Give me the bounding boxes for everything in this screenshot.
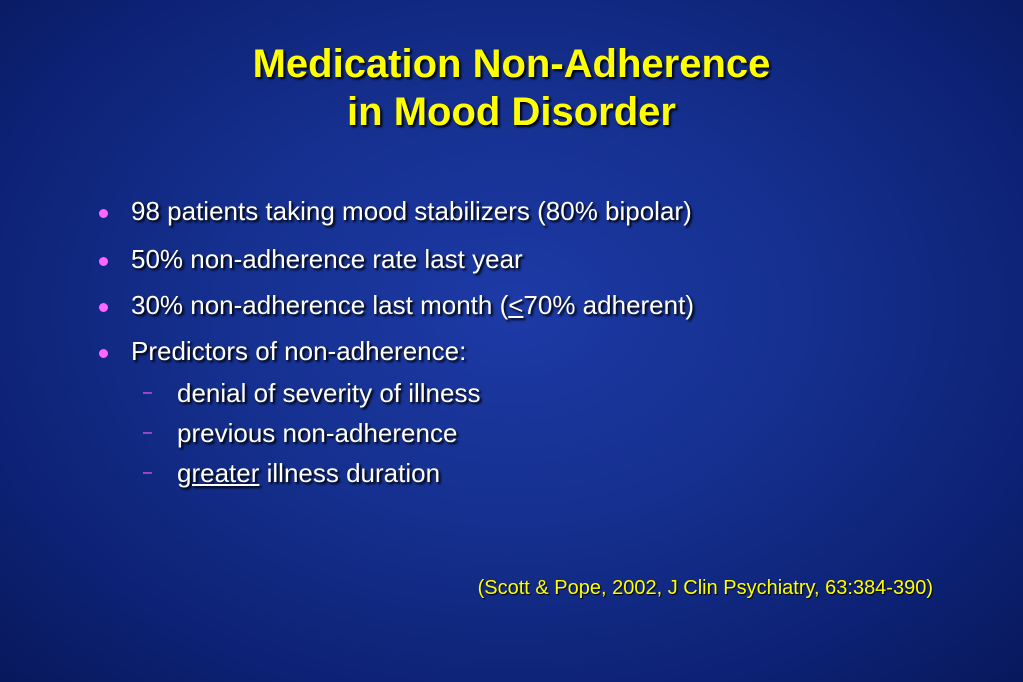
bullet-text: Predictors of non-adherence: (131, 336, 467, 366)
less-than-underlined: < (508, 290, 524, 320)
dash-icon: – (143, 464, 152, 481)
dash-icon: – (143, 424, 152, 441)
bullet-text: 98 patients taking mood stabilizers (80%… (131, 196, 692, 226)
bullet-text: 50% non-adherence rate last year (131, 244, 523, 274)
title-line-1: Medication Non-Adherence (252, 42, 771, 86)
bullet-dot-icon (99, 349, 108, 358)
bullet-text: 30% non-adherence last month (<70% adher… (131, 290, 694, 320)
slide-title: Medication Non-Adherence in Mood Disorde… (0, 40, 1023, 136)
sub-bullet-text: greater illness duration (177, 458, 440, 488)
bullet-dot-icon (99, 209, 108, 218)
sub-bullet-text-post: illness duration (259, 458, 441, 488)
title-line-2: in Mood Disorder (347, 90, 676, 134)
sub-bullet-text: previous non-adherence (177, 418, 458, 448)
bullet-text-post: 70% adherent) (523, 290, 694, 320)
dash-icon: – (143, 384, 152, 401)
bullet-text-pre: 30% non-adherence last month ( (131, 290, 509, 320)
greater-underlined: greater (177, 458, 260, 488)
bullet-dot-icon (99, 257, 108, 266)
citation: (Scott & Pope, 2002, J Clin Psychiatry, … (477, 577, 933, 599)
sub-bullet-text: denial of severity of illness (177, 378, 481, 408)
bullet-dot-icon (99, 303, 108, 312)
